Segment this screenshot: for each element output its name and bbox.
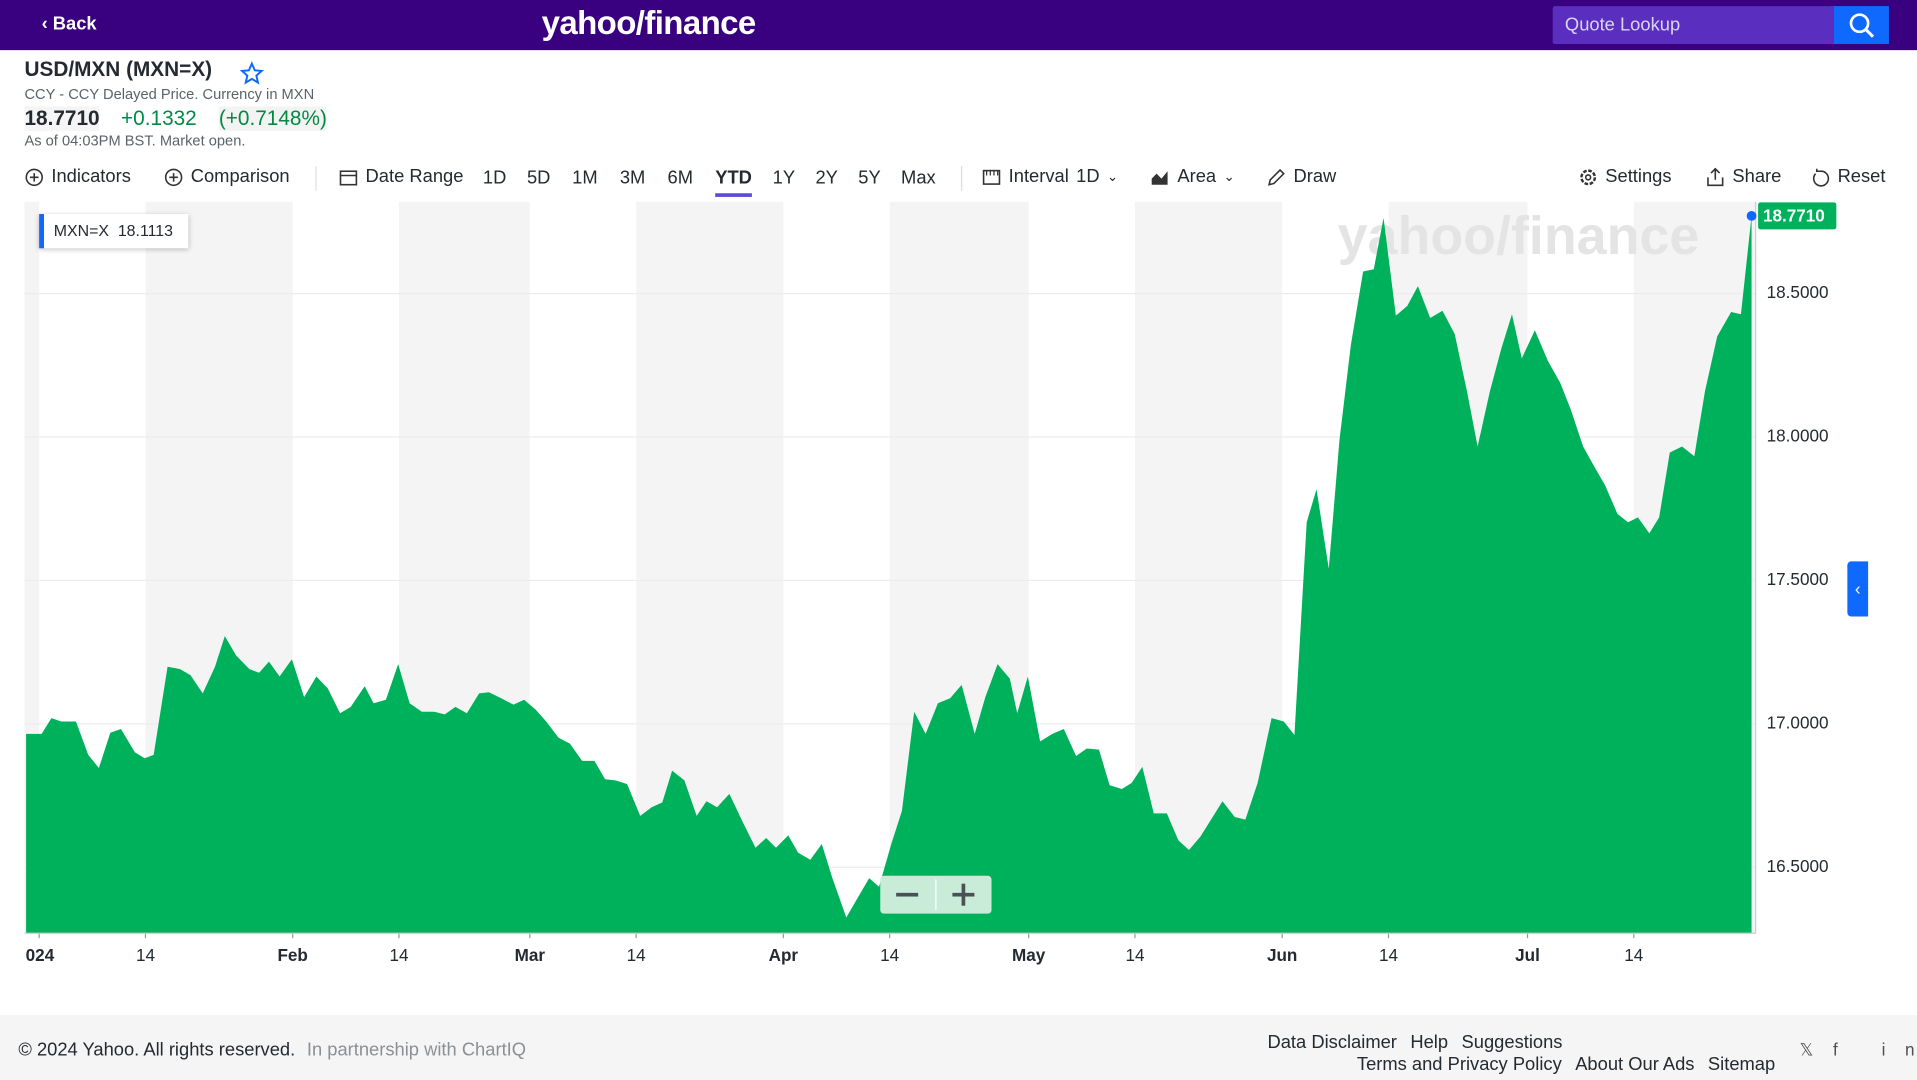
search-box[interactable]: Quote Lookup [1552, 6, 1834, 45]
label[interactable]: Reset [1837, 166, 1886, 188]
y-tick-label: 18.5000 [1767, 283, 1829, 302]
footer-link[interactable]: Terms and Privacy Policy [1356, 1054, 1562, 1076]
icon [1707, 167, 1724, 186]
footer-link[interactable]: Data Disclaimer [1267, 1032, 1397, 1054]
footer-link[interactable]: About Our Ads [1575, 1054, 1695, 1076]
icon [25, 167, 43, 186]
range-button[interactable]: 5Y [858, 167, 881, 189]
reset-button[interactable]: Reset [1811, 166, 1886, 188]
range-button[interactable]: 5D [526, 167, 551, 189]
quote-as-of: As of 04:03PM BST. Market open. [24, 132, 246, 150]
quote-price: 18.7710 [24, 106, 100, 131]
icon [982, 169, 1001, 185]
quote-name: USD/MXN (MXN=X) [24, 57, 213, 81]
y-tick-label: 18.0000 [1767, 427, 1829, 446]
date-range-button[interactable]: Date Range [339, 166, 464, 188]
y-tick-label: 17.5000 [1767, 570, 1829, 589]
x-tick-label: 14 [389, 946, 409, 965]
icon [1812, 168, 1830, 186]
label[interactable]: Comparison [190, 166, 290, 188]
partner: In partnership with ChartIQ [306, 1039, 527, 1061]
x-tick-label: 14 [880, 946, 900, 965]
label[interactable]: Share [1732, 166, 1782, 188]
interval-button[interactable]: Interval 1D ⌄ [982, 166, 1118, 187]
divider [315, 166, 317, 191]
tooltip-value: 18.1113 [117, 221, 173, 240]
share-button[interactable]: Share [1706, 166, 1782, 188]
range-button[interactable]: YTD [715, 168, 752, 197]
settings-button[interactable]: Settings [1578, 166, 1672, 188]
footer-link[interactable]: Suggestions [1461, 1032, 1563, 1054]
label[interactable]: Interval [1008, 166, 1069, 188]
search-button[interactable] [1833, 6, 1889, 45]
label[interactable]: Indicators [51, 166, 131, 188]
x-tick-label: Jul [1515, 946, 1540, 965]
panel-toggle[interactable]: ‹ [1847, 561, 1869, 617]
tooltip: MXN=X 18.1113 [39, 214, 189, 249]
quote-change: +0.1332 [121, 106, 197, 130]
icon [1580, 168, 1597, 185]
icon [339, 169, 358, 185]
footer [0, 1015, 1917, 1080]
y-tick-label: 16.5000 [1767, 857, 1829, 876]
y-tick-label: 17.0000 [1767, 713, 1829, 732]
quote-subtitle: CCY - CCY Delayed Price. Currency in MXN [24, 85, 315, 103]
footer-links-2: Terms and Privacy Policy About Our Ads Sit… [1343, 1054, 1775, 1075]
area [26, 215, 1752, 934]
x-tick-label: 14 [1624, 946, 1644, 965]
range-button[interactable]: 1Y [772, 167, 796, 189]
footer-link[interactable]: Sitemap [1707, 1054, 1776, 1076]
range-button[interactable]: 6M [667, 167, 694, 189]
watermark: yahoo/finance [1338, 206, 1700, 266]
icon [164, 167, 183, 186]
icon [1151, 170, 1168, 185]
last-point [1746, 210, 1757, 221]
last-price-box [1758, 202, 1837, 230]
logo[interactable]: yahoo/finance [541, 4, 757, 42]
range-button[interactable]: 1M [572, 167, 598, 189]
search-placeholder: Quote Lookup [1564, 14, 1681, 36]
chart-type-button[interactable]: Area ⌄ [1150, 166, 1235, 188]
chart: yahoo/finance 16.5000 17.0000 17.5000 18.000… [24, 201, 1837, 965]
x-tick-label: 024 [26, 946, 55, 965]
x-tick-label: Feb [277, 946, 307, 965]
interval-value[interactable]: 1D [1076, 166, 1100, 188]
label[interactable]: Area [1177, 166, 1217, 188]
footer-links: Data Disclaimer Help Suggestions [1254, 1032, 1562, 1053]
back-label[interactable]: Back [52, 13, 97, 35]
label[interactable]: Settings [1605, 166, 1672, 188]
back-button[interactable]: ‹ Back [41, 13, 97, 35]
icon [1267, 168, 1285, 186]
footer-link[interactable]: Help [1410, 1032, 1449, 1054]
indicators-button[interactable]: Indicators [24, 166, 131, 188]
label[interactable]: Date Range [365, 166, 464, 188]
label[interactable]: Draw [1293, 166, 1337, 188]
zoom-icons[interactable] [880, 876, 991, 914]
x-tick-label: 14 [136, 946, 156, 965]
watchlist-star[interactable] [239, 61, 264, 85]
x-tick-label: Jun [1267, 946, 1297, 965]
range-button[interactable]: Max [901, 167, 936, 189]
x-tick-label: 14 [627, 946, 647, 965]
comparison-button[interactable]: Comparison [164, 166, 290, 187]
range-button[interactable]: 3M [619, 167, 646, 189]
x-tick-label: 14 [1379, 946, 1399, 965]
quote-change-percent: (+0.7148%) [218, 106, 327, 131]
draw-button[interactable]: Draw [1267, 166, 1337, 188]
tooltip-name: MXN=X [53, 221, 110, 240]
social-icons[interactable]: 𝕏f in [1799, 1039, 1915, 1060]
x-tick-label: 14 [1125, 946, 1145, 965]
last-price-label: 18.7710 [1763, 207, 1825, 226]
x-tick-label: May [1012, 946, 1046, 965]
search-icon [1849, 13, 1875, 38]
range-button[interactable]: 2Y [815, 167, 838, 189]
range-button[interactable]: 1D [482, 167, 507, 189]
x-tick-label: Apr [769, 946, 799, 965]
copyright: © 2024 Yahoo. All rights reserved. [18, 1039, 296, 1061]
divider [960, 166, 963, 191]
x-tick-label: Mar [515, 946, 546, 965]
zoom-controls [880, 875, 992, 914]
